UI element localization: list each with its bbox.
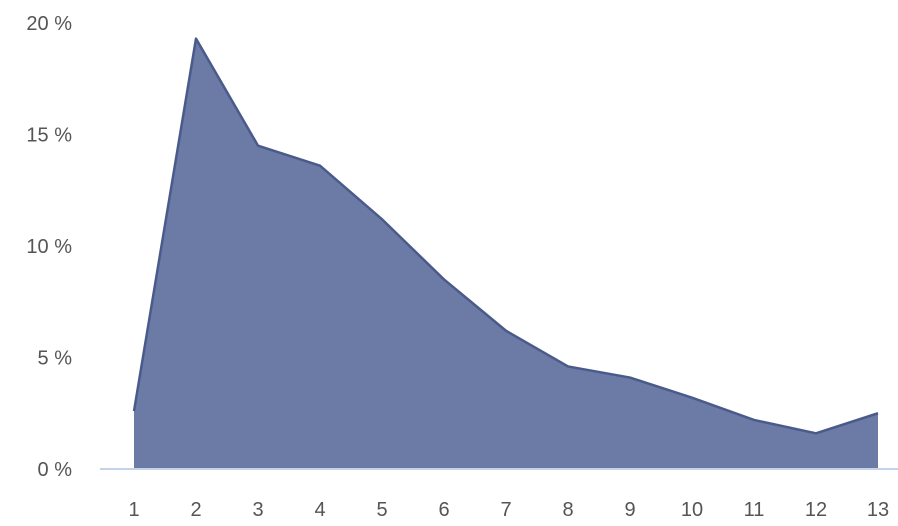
x-tick-label: 6: [438, 499, 449, 521]
y-tick-label: 0 %: [38, 459, 73, 481]
x-tick-label: 12: [805, 499, 827, 521]
y-axis-tick-labels: 0 % 5 % 10 % 15 % 20 %: [26, 13, 72, 481]
x-tick-label: 10: [681, 499, 703, 521]
plot-area: [132, 37, 879, 470]
y-tick-label: 10 %: [26, 236, 72, 258]
x-tick-label: 1: [128, 499, 139, 521]
x-tick-label: 13: [867, 499, 889, 521]
y-tick-label: 20 %: [26, 13, 72, 35]
x-tick-label: 2: [190, 499, 201, 521]
x-tick-label: 4: [314, 499, 325, 521]
y-tick-label: 5 %: [38, 348, 73, 370]
x-tick-label: 3: [252, 499, 263, 521]
y-tick-label: 15 %: [26, 125, 72, 147]
x-axis-tick-labels: 1 2 3 4 5 6 7 8 9 10 11 12 13: [128, 499, 889, 521]
x-tick-label: 5: [376, 499, 387, 521]
x-tick-label: 9: [624, 499, 635, 521]
x-tick-label: 7: [500, 499, 511, 521]
x-tick-label: 8: [562, 499, 573, 521]
series-area: [134, 38, 878, 470]
x-tick-label: 11: [744, 499, 765, 521]
